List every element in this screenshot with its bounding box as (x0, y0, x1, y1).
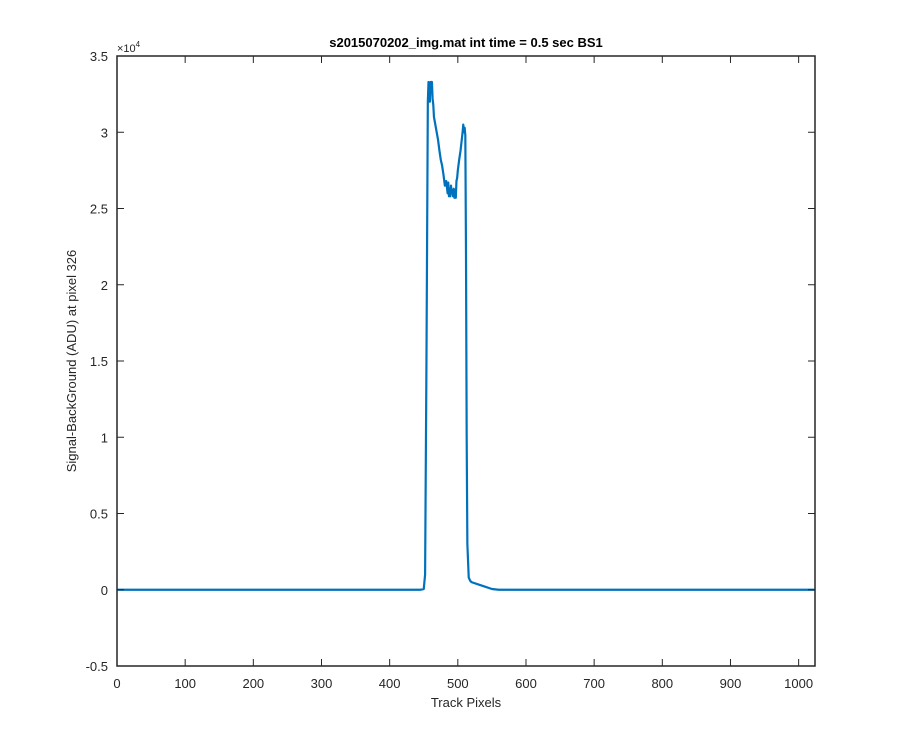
y-tick-label: 1.5 (90, 354, 108, 369)
y-axis-label: Signal-BackGround (ADU) at pixel 326 (64, 250, 79, 473)
x-tick-label: 0 (113, 676, 120, 691)
x-tick-label: 600 (515, 676, 537, 691)
y-tick-label: 2 (101, 278, 108, 293)
y-tick-label: 0 (101, 583, 108, 598)
y-exponent-power: 4 (136, 40, 141, 49)
x-tick-label: 800 (651, 676, 673, 691)
x-tick-label: 100 (174, 676, 196, 691)
x-tick-label: 700 (583, 676, 605, 691)
y-tick-label: 1 (101, 430, 108, 445)
plot-area (116, 55, 816, 667)
y-tick-label: 3.5 (90, 49, 108, 64)
y-tick-label: 2.5 (90, 202, 108, 217)
x-tick-label: 300 (311, 676, 333, 691)
y-exponent-label: ×104 (117, 40, 141, 55)
x-tick-label: 200 (242, 676, 264, 691)
x-tick-label: 500 (447, 676, 469, 691)
y-exponent-base: ×10 (117, 43, 136, 55)
x-tick-labels: 0 100 200 300 400 500 600 700 800 900 1000 (113, 676, 813, 691)
y-tick-label: 3 (101, 125, 108, 140)
x-tick-label: 400 (379, 676, 401, 691)
axes-box (116, 55, 816, 667)
series-line-0 (117, 80, 815, 591)
chart-title: s2015070202_img.mat int time = 0.5 sec B… (329, 35, 603, 50)
data-series (117, 80, 815, 591)
y-tick-label: -0.5 (86, 659, 108, 674)
x-tick-label: 900 (720, 676, 742, 691)
x-axis-label: Track Pixels (431, 695, 502, 710)
y-tick-labels: -0.5 0 0.5 1 1.5 2 2.5 3 3.5 (86, 49, 108, 674)
x-tick-label: 1000 (784, 676, 813, 691)
y-tick-label: 0.5 (90, 507, 108, 522)
